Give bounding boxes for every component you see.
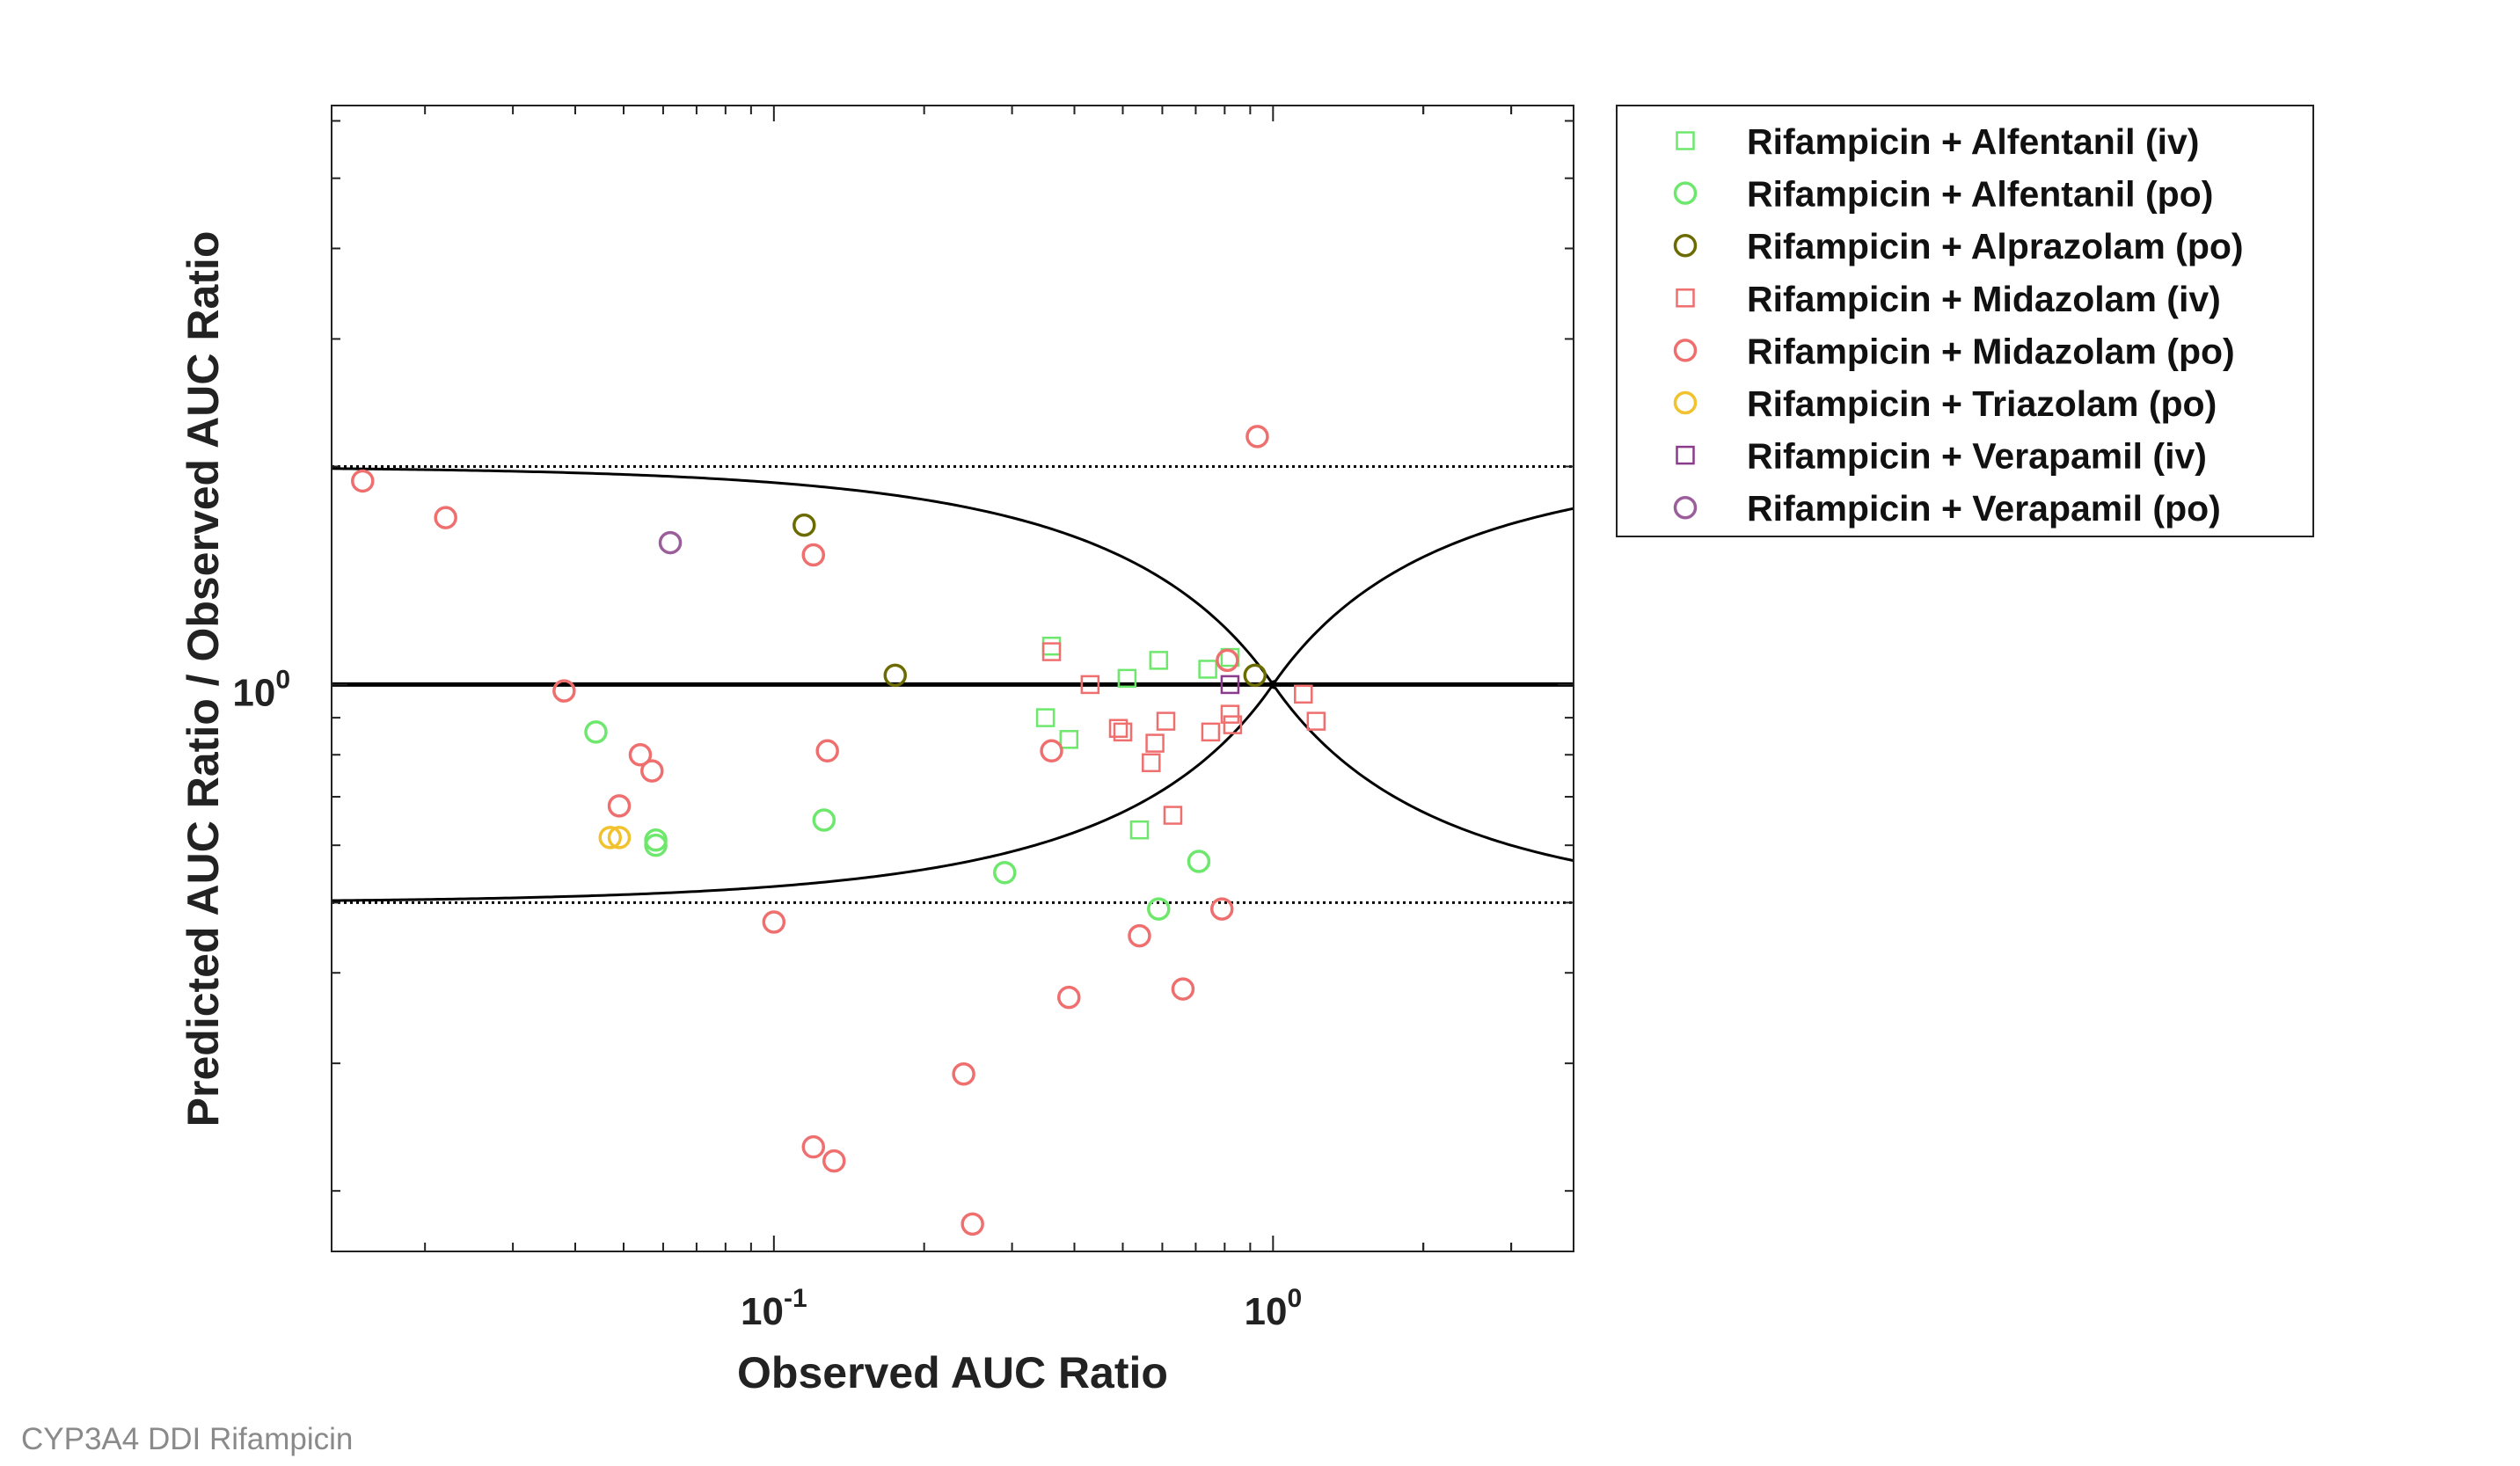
series-4 [1041,642,1326,825]
data-point [1149,651,1169,670]
y-axis-label: Predicted AUC Ratio / Observed AUC Ratio [179,231,228,1127]
legend-marker [1676,288,1695,308]
legend-marker [1673,233,1698,258]
legend-marker [1673,339,1698,362]
data-point [1145,733,1165,753]
data-point [1142,753,1161,773]
data-point [992,861,1017,885]
x-tick-label: 10-1 [741,1284,807,1333]
data-point [1187,850,1211,873]
upper-limit-curve [331,467,1574,684]
data-point [1294,684,1313,704]
data-point [883,663,908,688]
y-tick-label: 100 [232,665,290,714]
data-point [793,513,816,537]
data-point [1059,730,1079,749]
data-point [812,808,836,832]
data-point [351,469,375,493]
data-point [822,1149,846,1173]
data-point [598,826,623,850]
data-point [762,910,786,934]
data-point [961,1212,984,1236]
data-point [1163,806,1183,825]
data-point [1198,660,1217,679]
data-point [628,743,653,767]
data-point [1245,425,1269,449]
series-3 [793,513,1267,688]
series-8 [658,530,683,555]
data-point [1171,977,1195,1001]
series-5 [351,425,1269,1236]
data-point [1243,663,1267,688]
data-point [607,794,632,818]
figure-caption: CYP3A4 DDI Rifampicin [21,1422,354,1456]
lower-limit-curve [331,685,1574,902]
series-2 [584,720,1211,921]
axis-ticks: 10-1 100 100 [232,106,1574,1333]
legend-label: Rifampicin + Verapamil (iv) [1747,436,2207,477]
data-point [815,739,839,763]
data-point [1041,636,1062,656]
data-point [801,543,826,567]
data-point [1220,675,1240,695]
data-point [607,826,632,850]
data-point [584,720,608,744]
legend-label: Rifampicin + Midazolam (iv) [1747,279,2221,319]
x-tick-label: 100 [1245,1284,1303,1333]
legend-label: Rifampicin + Midazolam (po) [1747,331,2235,371]
series-1 [1035,636,1240,840]
data-point [1035,708,1055,727]
data-point [640,759,664,783]
data-point [1080,675,1100,695]
data-point [1223,715,1243,734]
legend-marker [1673,390,1698,415]
series-7 [1220,675,1240,695]
legend-label: Rifampicin + Alprazolam (po) [1747,226,2244,266]
legend-marker [1676,131,1695,150]
data-point [1113,722,1133,742]
legend-box [1616,105,2314,537]
data-point [434,506,457,529]
legend-label: Rifampicin + Alfentanil (iv) [1747,121,2199,162]
data-points [351,425,1326,1236]
data-point [644,833,668,857]
data-point [1147,897,1171,921]
data-point [1129,820,1150,840]
data-point [1220,704,1240,724]
data-point [1306,711,1326,731]
data-point [1209,897,1234,921]
legend-marker [1673,181,1698,205]
series-6 [598,826,632,850]
data-point [1216,648,1239,673]
legend-label: Rifampicin + Triazolam (po) [1747,383,2217,424]
legend-marker [1673,495,1698,520]
data-point [1128,923,1151,948]
data-point [1040,739,1063,763]
data-point [1201,722,1221,742]
data-point [658,530,683,555]
legend-marker [1676,445,1695,465]
data-point [1057,985,1081,1010]
data-point [1117,668,1137,689]
data-point [1108,718,1129,738]
guide-lines [331,464,1574,904]
data-point [801,1134,826,1159]
data-point [952,1062,975,1086]
data-point [1156,711,1176,731]
x-axis-label: Observed AUC Ratio [737,1348,1168,1397]
legend: Rifampicin + Alfentanil (iv) Rifampicin +… [1616,105,2314,537]
data-point [1041,642,1062,661]
data-point [552,679,576,703]
legend-label: Rifampicin + Verapamil (po) [1747,488,2221,529]
legend-label: Rifampicin + Alfentanil (po) [1747,174,2213,215]
plot-area-frame [331,105,1574,1252]
